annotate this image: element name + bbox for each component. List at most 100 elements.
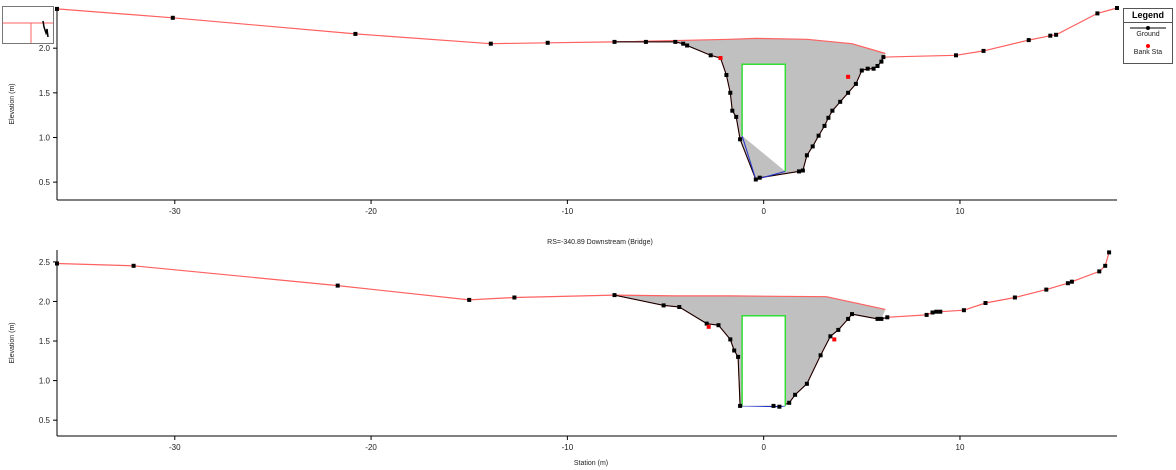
ground-point [353,31,358,36]
ground-point [1054,32,1059,37]
ground-point [1095,11,1100,16]
bank-sta-point [706,324,711,329]
ground-point [954,53,958,58]
ground-point [1103,263,1108,268]
inset-thumbnail [2,6,54,44]
ground-point [612,293,617,298]
ground-point [170,15,175,20]
ground-point [853,81,858,86]
ground-point [930,310,935,315]
ground-point [871,66,876,71]
ground-point [728,337,733,342]
bridge-deck-line [741,314,787,406]
y-tick-label: 1.5 [39,337,51,346]
chart-title: RS=-340.89 Downstream (Bridge) [547,239,653,246]
ground-point [734,114,739,119]
ground-point [850,312,854,317]
y-tick-label: 2.0 [39,297,51,306]
ground-point [828,334,833,339]
ground-point [830,108,835,113]
ground-point [846,90,851,95]
x-tick-label: -30 [169,207,181,216]
bank-sta-point [846,74,851,79]
chart-panel-1: -30 -20 -10 0 10 0.5 1.0 1.5 2.0 Elevation (m) [9,6,1119,216]
ground-point [1107,250,1112,255]
ground-point [716,323,721,328]
levee-line [614,37,886,55]
ground-point [793,392,798,397]
ground-point [865,66,870,71]
ground-point [738,137,743,142]
ground-point [875,316,880,321]
legend-title: Legend [1124,9,1172,23]
ground-point [1026,38,1031,43]
bridge-opening-fill [742,64,786,172]
legend-item-ground: Ground [1124,23,1172,41]
chart-panel-2: -30 -20 -10 0 10 0.5 1.0 1.5 2.0 2.5 Elevation (m)… [9,239,1117,467]
ground-point [753,177,758,182]
ground-point [545,40,550,45]
ground-point [787,400,792,405]
ground-point [983,301,988,305]
ground-point [335,283,340,288]
ground-point [826,115,831,120]
legend-label-bank-sta: Bank Sta [1133,49,1163,56]
ground-point [55,6,59,11]
ground-point [736,354,741,359]
y-tick-label: 2.0 [39,44,51,53]
y-tick-label: 1.0 [39,133,51,142]
y-tick-label: 1.5 [39,89,51,98]
ground-point [934,309,939,314]
x-tick-label: 10 [956,207,965,216]
bank-sta-point [832,337,837,342]
levee-line [614,294,886,310]
ground-point [681,41,686,46]
ground-point [55,261,59,266]
x-tick-label: -30 [169,443,181,452]
ground-point [730,108,735,113]
ground-point [1044,287,1049,292]
y-tick-label: 0.5 [39,416,51,425]
ground-point [938,309,943,314]
ground-point [881,55,886,60]
y-tick-label: 1.0 [39,377,51,386]
x-tick-label: -10 [562,443,574,452]
ground-point [643,39,648,44]
ground-point [810,144,815,149]
ground-point [512,295,517,300]
ground-point [708,53,713,58]
ground-point [728,90,733,95]
ground-point [879,316,884,321]
y-axis-label: Elevation (m) [9,322,16,363]
ground-point [804,153,809,158]
ground-point [846,316,851,321]
ground-point [488,41,493,46]
legend: Legend Ground Bank Sta [1123,8,1173,64]
ground-point [797,169,801,174]
x-axis-label: Station (m) [574,460,608,467]
ground-point [738,403,743,408]
ground-point [885,315,890,320]
ground-point [732,348,737,353]
ground-point [1069,279,1074,284]
ground-line-outer [56,7,1118,181]
ground-point [961,308,966,313]
ground-point [673,39,678,44]
ground-point [816,133,821,138]
bridge-deck-line [741,63,787,172]
ground-point [661,303,666,308]
ground-point [1115,6,1119,10]
ground-point [875,64,880,68]
x-tick-label: 0 [761,207,766,216]
x-tick-label: -10 [562,207,574,216]
ground-point [704,321,709,326]
ground-point [1097,269,1102,274]
ground-point [804,381,809,386]
ground-point [777,404,782,409]
ground-point [1048,33,1053,38]
ground-point [757,175,762,180]
ground-point [131,263,136,268]
ground-point [818,353,823,358]
ground-line-outer [56,252,1110,408]
